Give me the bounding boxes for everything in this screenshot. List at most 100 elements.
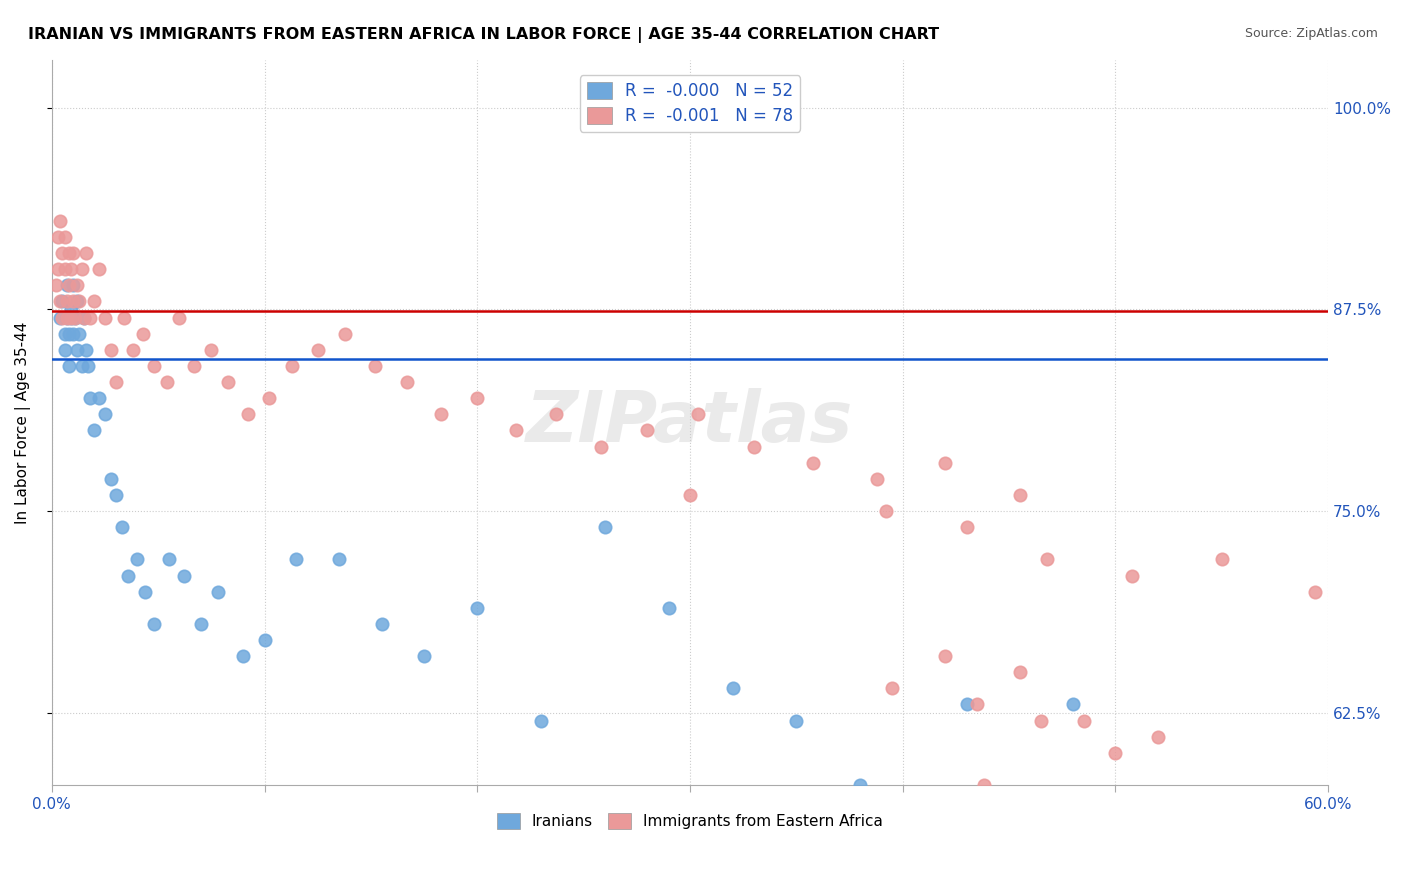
Point	[59, 310, 82, 325]
Point	[1073, 714, 1095, 728]
Point	[217, 375, 239, 389]
Text: IRANIAN VS IMMIGRANTS FROM EASTERN AFRICA IN LABOR FORCE | AGE 35-44 CORRELATION: IRANIAN VS IMMIGRANTS FROM EASTERN AFRIC…	[28, 27, 939, 43]
Point	[70, 262, 93, 277]
Point	[53, 343, 76, 357]
Point	[83, 294, 105, 309]
Point	[87, 391, 110, 405]
Point	[505, 424, 527, 438]
Point	[658, 600, 681, 615]
Point	[173, 568, 195, 582]
Point	[53, 262, 76, 277]
Point	[49, 294, 72, 309]
Point	[51, 246, 73, 260]
Point	[49, 214, 72, 228]
Point	[593, 520, 616, 534]
Point	[1317, 891, 1340, 892]
Point	[55, 294, 77, 309]
Point	[100, 343, 122, 357]
Point	[53, 326, 76, 341]
Point	[370, 616, 392, 631]
Point	[1121, 568, 1143, 582]
Point	[1189, 842, 1212, 856]
Point	[285, 552, 308, 566]
Point	[58, 278, 80, 293]
Point	[190, 616, 212, 631]
Point	[1008, 488, 1031, 502]
Point	[55, 310, 77, 325]
Point	[94, 310, 117, 325]
Point	[75, 246, 97, 260]
Point	[364, 359, 387, 373]
Text: Source: ZipAtlas.com: Source: ZipAtlas.com	[1244, 27, 1378, 40]
Point	[79, 310, 101, 325]
Point	[866, 472, 889, 486]
Point	[69, 294, 91, 309]
Point	[679, 488, 702, 502]
Point	[236, 407, 259, 421]
Point	[83, 424, 105, 438]
Point	[69, 326, 91, 341]
Point	[94, 407, 117, 421]
Point	[45, 278, 67, 293]
Point	[636, 424, 658, 438]
Point	[132, 326, 155, 341]
Point	[79, 391, 101, 405]
Point	[59, 302, 82, 317]
Point	[257, 391, 280, 405]
Point	[413, 649, 436, 664]
Point	[66, 294, 89, 309]
Point	[75, 343, 97, 357]
Point	[73, 310, 96, 325]
Point	[281, 359, 304, 373]
Point	[328, 552, 350, 566]
Point	[1305, 584, 1327, 599]
Point	[70, 359, 93, 373]
Point	[589, 440, 612, 454]
Point	[1232, 810, 1254, 824]
Point	[465, 600, 488, 615]
Point	[232, 649, 254, 664]
Point	[973, 778, 995, 792]
Point	[104, 375, 127, 389]
Point	[801, 456, 824, 470]
Y-axis label: In Labor Force | Age 35-44: In Labor Force | Age 35-44	[15, 321, 31, 524]
Point	[100, 472, 122, 486]
Point	[49, 310, 72, 325]
Point	[183, 359, 205, 373]
Point	[200, 343, 222, 357]
Point	[121, 343, 143, 357]
Point	[104, 488, 127, 502]
Text: ZIPatlas: ZIPatlas	[526, 388, 853, 457]
Point	[1062, 698, 1084, 712]
Point	[65, 310, 87, 325]
Point	[253, 632, 276, 647]
Point	[785, 714, 807, 728]
Point	[62, 294, 84, 309]
Point	[1104, 746, 1126, 760]
Point	[125, 552, 148, 566]
Point	[51, 310, 73, 325]
Point	[465, 391, 488, 405]
Point	[73, 310, 96, 325]
Point	[966, 698, 988, 712]
Point	[134, 584, 156, 599]
Point	[544, 407, 567, 421]
Point	[1147, 730, 1170, 744]
Point	[955, 520, 977, 534]
Point	[51, 294, 73, 309]
Point	[875, 504, 897, 518]
Point	[58, 326, 80, 341]
Point	[142, 616, 165, 631]
Point	[66, 343, 89, 357]
Point	[58, 359, 80, 373]
Point	[65, 310, 87, 325]
Point	[53, 230, 76, 244]
Point	[207, 584, 229, 599]
Point	[880, 681, 903, 696]
Point	[46, 230, 69, 244]
Point	[117, 568, 139, 582]
Point	[142, 359, 165, 373]
Point	[62, 246, 84, 260]
Point	[849, 778, 872, 792]
Point	[1402, 584, 1406, 599]
